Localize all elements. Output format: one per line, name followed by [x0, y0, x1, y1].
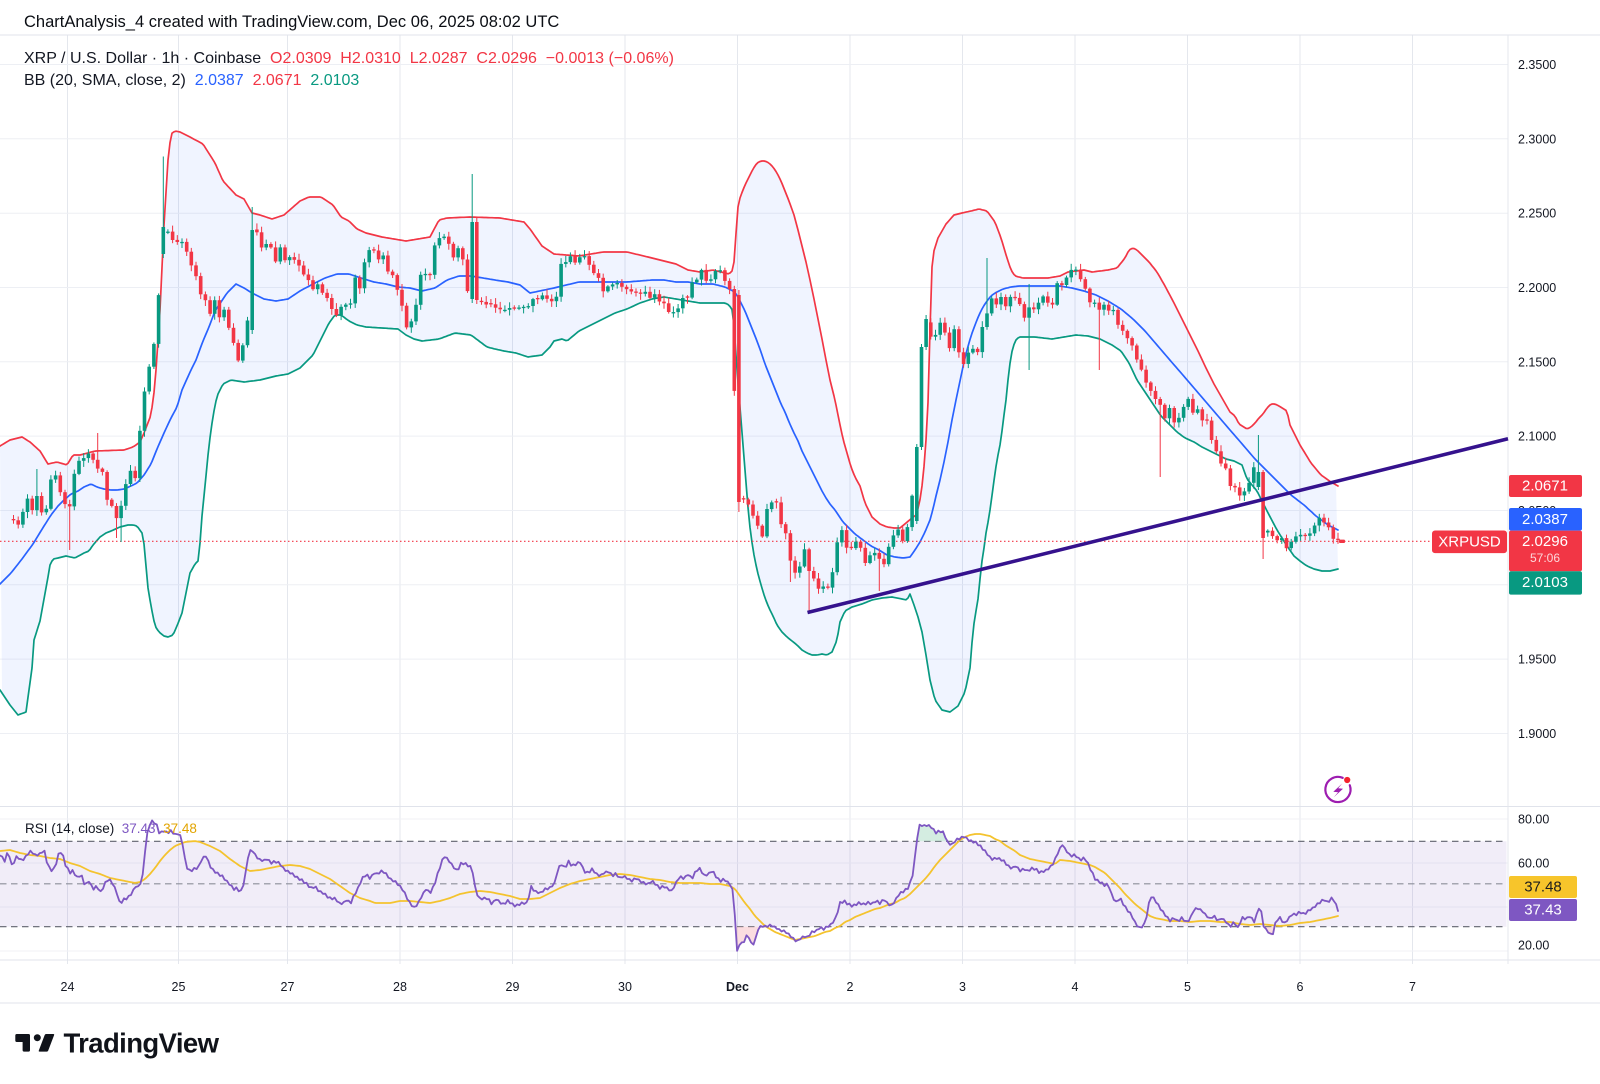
svg-text:2.2500: 2.2500: [1518, 207, 1556, 221]
svg-text:28: 28: [393, 980, 407, 994]
svg-text:2.1500: 2.1500: [1518, 355, 1556, 369]
svg-text:20.00: 20.00: [1518, 939, 1549, 953]
svg-text:BB (20, SMA, close, 2) 2.0387: BB (20, SMA, close, 2) 2.0387 2.0671 2.0…: [24, 72, 359, 89]
svg-text:2.0387: 2.0387: [1522, 511, 1568, 528]
svg-text:29: 29: [506, 980, 520, 994]
svg-text:2: 2: [847, 980, 854, 994]
svg-text:25: 25: [172, 980, 186, 994]
svg-text:5: 5: [1184, 980, 1191, 994]
svg-text:RSI (14, close) 37.43 37.48: RSI (14, close) 37.43 37.48: [25, 821, 197, 836]
svg-text:2.0296: 2.0296: [1522, 533, 1568, 550]
svg-text:24: 24: [61, 980, 75, 994]
svg-text:1.9500: 1.9500: [1518, 653, 1556, 667]
svg-text:4: 4: [1072, 980, 1079, 994]
svg-text:TradingView: TradingView: [64, 1028, 220, 1059]
svg-text:37.43: 37.43: [1524, 902, 1562, 919]
svg-text:2.2000: 2.2000: [1518, 281, 1556, 295]
svg-text:30: 30: [618, 980, 632, 994]
svg-text:2.1000: 2.1000: [1518, 430, 1556, 444]
svg-text:60.00: 60.00: [1518, 857, 1549, 871]
svg-text:2.3000: 2.3000: [1518, 132, 1556, 146]
svg-text:XRPUSD: XRPUSD: [1438, 533, 1501, 550]
svg-text:27: 27: [281, 980, 295, 994]
svg-text:ChartAnalysis_4 created with T: ChartAnalysis_4 created with TradingView…: [24, 13, 559, 31]
svg-text:7: 7: [1409, 980, 1416, 994]
svg-text:6: 6: [1297, 980, 1304, 994]
svg-text:XRP / U.S. Dollar · 1h · Coinb: XRP / U.S. Dollar · 1h · Coinbase O2.030…: [24, 50, 674, 67]
svg-text:57:06: 57:06: [1530, 551, 1560, 565]
svg-text:2.0103: 2.0103: [1522, 574, 1568, 591]
svg-text:80.00: 80.00: [1518, 813, 1549, 827]
svg-text:1.9000: 1.9000: [1518, 727, 1556, 741]
svg-text:3: 3: [959, 980, 966, 994]
svg-text:37.48: 37.48: [1524, 879, 1562, 896]
svg-text:Dec: Dec: [726, 980, 749, 994]
svg-text:2.3500: 2.3500: [1518, 58, 1556, 72]
svg-text:2.0671: 2.0671: [1522, 478, 1568, 495]
